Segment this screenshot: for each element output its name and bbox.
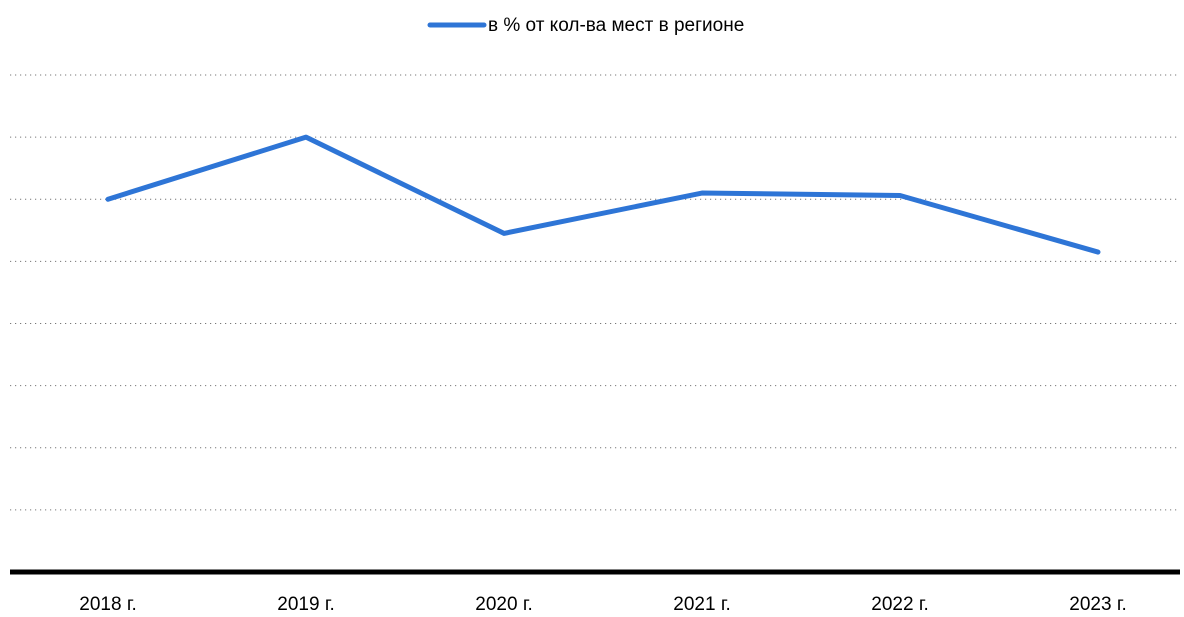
data-line (105, 134, 1101, 255)
x-tick-label: 2022 г. (871, 594, 928, 615)
legend-label: в % от кол-ва мест в регионе (488, 15, 744, 36)
x-tick-label: 2019 г. (277, 594, 334, 615)
x-tick-label: 2021 г. (673, 594, 730, 615)
x-tick-label: 2023 г. (1069, 594, 1126, 615)
x-tick-label: 2018 г. (79, 594, 136, 615)
x-tick-label: 2020 г. (475, 594, 532, 615)
